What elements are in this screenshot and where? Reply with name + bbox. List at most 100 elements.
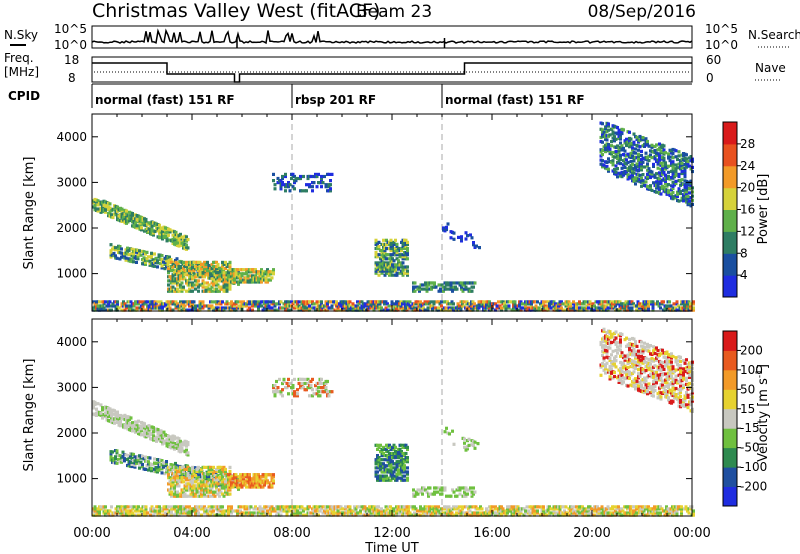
- echo-cell: [671, 164, 675, 168]
- echo-cell: [210, 274, 213, 279]
- echo-cell: [406, 242, 409, 246]
- cpid-row: normal (fast) 151 RF rbsp 201 RF normal (f…: [91, 83, 692, 108]
- echo-cell: [302, 174, 305, 179]
- echo-cell: [655, 190, 658, 194]
- echo-cell: [191, 281, 194, 285]
- echo-cell: [282, 377, 286, 381]
- echo-cell: [472, 241, 475, 245]
- echo-cell: [661, 383, 664, 387]
- echo-cell: [194, 306, 197, 310]
- echo-cell: [643, 345, 646, 349]
- echo-cell: [445, 227, 448, 232]
- echo-cell: [239, 477, 242, 481]
- echo-cell: [203, 260, 206, 264]
- echo-cell: [605, 164, 609, 169]
- echo-cell: [396, 308, 400, 312]
- echo-cell: [629, 137, 633, 141]
- echo-cell: [255, 475, 259, 479]
- echo-cell: [221, 269, 224, 273]
- echo-cell: [383, 255, 387, 259]
- echo-cell: [155, 302, 158, 306]
- echo-cell: [136, 458, 140, 462]
- echo-cell: [614, 304, 617, 308]
- echo-cell: [171, 482, 175, 486]
- echo-cell: [653, 149, 657, 153]
- echo-cell: [457, 235, 460, 239]
- echo-cell: [330, 306, 334, 310]
- echo-cell: [495, 306, 499, 310]
- echo-cell: [404, 451, 408, 456]
- echo-cell: [152, 434, 155, 438]
- echo-cell: [685, 192, 688, 196]
- echo-cell: [221, 306, 224, 310]
- echo-cell: [93, 400, 97, 404]
- echo-cell: [120, 460, 123, 464]
- echo-cell: [142, 457, 146, 461]
- echo-cell: [634, 350, 637, 354]
- echo-cell: [125, 209, 128, 213]
- echo-cell: [311, 388, 314, 392]
- echo-cell: [171, 275, 175, 279]
- nsky-tick-top: 10^5: [54, 22, 87, 36]
- echo-cell: [380, 259, 384, 263]
- echo-cell: [658, 177, 661, 181]
- echo-cell: [641, 173, 645, 177]
- echo-cell: [191, 467, 194, 472]
- echo-cell: [204, 264, 208, 269]
- echo-cell: [221, 300, 224, 304]
- echo-cell: [192, 269, 196, 273]
- echo-cell: [623, 358, 627, 362]
- echo-cell: [224, 482, 227, 486]
- echo-cell: [395, 466, 399, 470]
- echo-cell: [558, 302, 562, 306]
- echo-cell: [167, 260, 170, 264]
- echo-cell: [634, 165, 637, 170]
- echo-cell: [426, 308, 430, 312]
- echo-cell: [513, 302, 517, 306]
- echo-cell: [123, 308, 127, 312]
- echo-cell: [485, 304, 488, 308]
- echo-cell: [395, 271, 399, 275]
- echo-cell: [101, 408, 104, 412]
- echo-cell: [401, 267, 405, 271]
- echo-cell: [207, 469, 211, 474]
- echo-cell: [428, 302, 431, 306]
- echo-cell: [360, 304, 364, 308]
- echo-cell: [293, 390, 296, 394]
- echo-cell: [446, 222, 450, 226]
- echo-cell: [163, 260, 167, 264]
- echo-cell: [228, 268, 232, 272]
- echo-cell: [273, 384, 277, 388]
- echo-cell: [160, 266, 164, 270]
- echo-cell: [222, 275, 226, 279]
- echo-cell: [128, 423, 131, 428]
- echo-cell: [646, 390, 649, 394]
- echo-cell: [392, 240, 396, 244]
- echo-cell: [460, 287, 463, 291]
- echo-cell: [153, 264, 156, 268]
- echo-cell: [458, 283, 462, 287]
- echo-cell: [473, 446, 477, 450]
- echo-cell: [469, 486, 472, 490]
- echo-cell: [95, 407, 98, 411]
- echo-cell: [399, 304, 403, 308]
- echo-cell: [173, 238, 176, 242]
- echo-cell: [222, 494, 226, 498]
- echo-cell: [144, 467, 147, 471]
- echo-cell: [601, 148, 604, 152]
- echo-cell: [415, 285, 418, 289]
- echo-cell: [133, 463, 137, 467]
- echo-cell: [200, 492, 203, 496]
- echo-cell: [619, 153, 622, 157]
- echo-cell: [141, 300, 145, 304]
- echo-cell: [676, 166, 679, 170]
- echo-cell: [634, 366, 637, 370]
- echo-cell: [471, 308, 475, 312]
- echo-cell: [234, 274, 238, 278]
- echo-cell: [452, 442, 456, 446]
- echo-cell: [308, 306, 311, 310]
- echo-cell: [212, 277, 215, 281]
- echo-cell: [632, 132, 636, 136]
- echo-cell: [124, 252, 128, 256]
- echo-cell: [418, 287, 421, 291]
